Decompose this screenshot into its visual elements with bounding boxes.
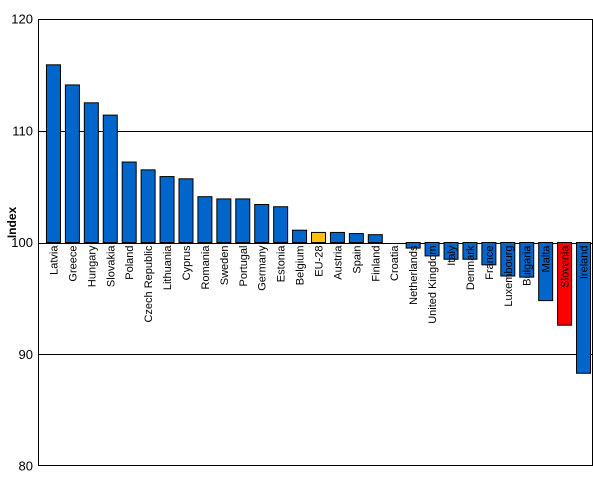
y-tick-label: 80	[19, 459, 33, 474]
category-label-cyprus: Cyprus	[181, 245, 193, 280]
bar-estonia	[273, 206, 289, 244]
bar-sweden	[216, 198, 232, 243]
y-tick-label: 90	[19, 347, 33, 362]
bar-romania	[197, 196, 213, 243]
category-label-czech-republic: Czech Republic	[143, 245, 155, 323]
category-label-netherlands: Netherlands	[408, 245, 420, 305]
bar-hungary	[83, 102, 99, 243]
bar-belgium	[292, 229, 308, 244]
bar-poland	[121, 161, 137, 243]
bar-austria	[329, 231, 345, 244]
category-label-slovenia: Slovenia	[560, 245, 572, 288]
y-tick-labels: 80 90 100 110 120	[11, 12, 33, 474]
bar-netherlands	[405, 242, 421, 249]
category-label-slovakia: Slovakia	[105, 245, 117, 287]
bar-bulgaria	[519, 242, 535, 278]
category-label-france: France	[484, 246, 496, 280]
y-tick-label: 120	[11, 12, 33, 27]
bar-latvia	[45, 64, 61, 243]
bar-portugal	[235, 198, 251, 243]
category-label-spain: Spain	[351, 246, 363, 274]
bar-eu-28	[311, 231, 326, 244]
bar-cyprus	[178, 178, 194, 244]
y-tick-label: 100	[11, 235, 33, 250]
bar-finland	[367, 234, 383, 244]
category-label-croatia: Croatia	[389, 245, 401, 281]
bar-malta	[538, 242, 554, 302]
category-label-italy: Italy	[446, 245, 458, 266]
category-label-eu-28: EU-28	[314, 246, 326, 277]
bar-ireland	[576, 242, 592, 374]
category-label-malta: Malta	[541, 245, 553, 273]
category-label-poland: Poland	[124, 246, 136, 280]
category-label-belgium: Belgium	[295, 246, 307, 286]
category-label-finland: Finland	[370, 246, 382, 282]
category-label-sweden: Sweden	[219, 246, 231, 286]
bar-france	[481, 242, 497, 266]
bar-slovenia	[557, 242, 573, 326]
category-label-bulgaria: Bulgaria	[522, 245, 534, 286]
category-label-ireland: Ireland	[579, 246, 591, 280]
category-label-denmark: Denmark	[465, 245, 477, 290]
bar-germany	[254, 204, 270, 244]
category-label-luxembourg: Luxembourg	[503, 246, 515, 307]
bar-slovakia	[102, 114, 118, 243]
category-label-hungary: Hungary	[86, 245, 98, 287]
category-label-germany: Germany	[257, 245, 269, 291]
bars	[45, 64, 592, 374]
category-label-latvia: Latvia	[48, 245, 60, 275]
category-label-lithuania: Lithuania	[162, 245, 174, 291]
bar-united-kingdom	[424, 242, 440, 257]
bar-luxembourg	[500, 242, 516, 277]
y-tick-label: 110	[12, 123, 33, 138]
bar-lithuania	[159, 176, 175, 244]
bar-czech-republic	[140, 169, 156, 243]
category-labels: Latvia Greece Hungary Slovakia Poland Czech R…	[48, 245, 590, 324]
category-label-romania: Romania	[200, 245, 212, 290]
bar-spain	[348, 233, 364, 243]
bar-denmark	[462, 242, 478, 260]
category-label-united-kingdom: United Kingdom	[427, 246, 439, 324]
category-label-portugal: Portugal	[238, 246, 250, 287]
category-label-austria: Austria	[332, 245, 344, 280]
y-axis-title: Index	[5, 207, 19, 239]
category-label-greece: Greece	[67, 246, 79, 282]
bar-greece	[64, 84, 80, 244]
bar-italy	[443, 242, 459, 260]
category-label-estonia: Estonia	[276, 245, 288, 283]
